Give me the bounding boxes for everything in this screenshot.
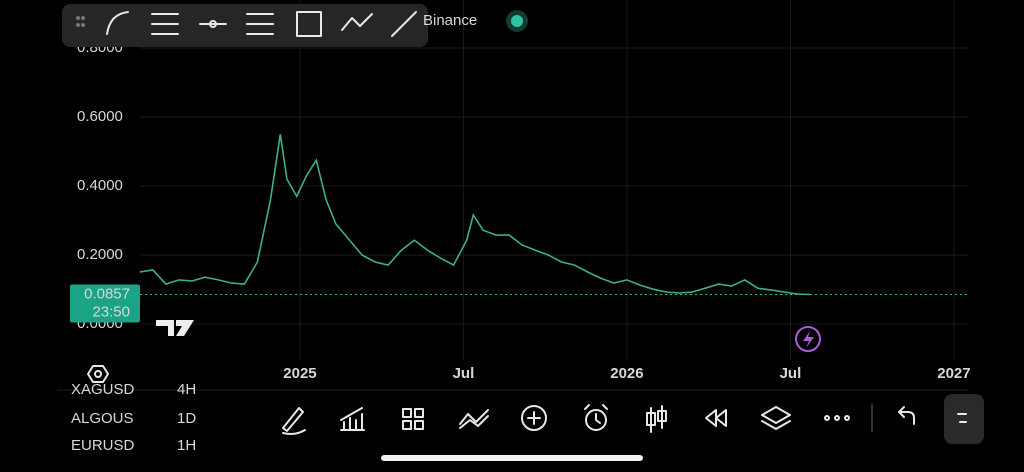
plot-layer [139,134,968,296]
x-tick-label: 2026 [610,365,643,382]
side-icon [957,413,967,423]
curve-tool[interactable] [106,11,129,35]
status-dot [511,15,523,27]
settings-button[interactable] [87,365,109,383]
layers-button[interactable] [761,406,791,430]
symbol-current[interactable]: ALGOUS [71,410,134,427]
indicators-button[interactable] [340,407,365,431]
price-line [139,134,811,296]
y-tick-label: 0.4000 [77,177,123,194]
home-indicator [381,455,643,461]
side-button[interactable] [944,394,984,444]
bottom-toolbar [282,404,915,435]
fib-tool[interactable] [246,13,274,35]
y-tick-label: 0.6000 [77,108,123,125]
horizontal-tool[interactable] [151,13,179,35]
last-price-label: 0.0857 [84,285,130,302]
settings-dot [94,370,102,378]
trend-tool[interactable] [391,11,417,37]
interval-next[interactable]: 1H [177,437,196,454]
interval-prev[interactable]: 4H [177,381,196,398]
last-price-box [70,284,140,323]
chart-type-button[interactable] [646,405,667,433]
x-tick-label: 2025 [283,365,316,382]
add-cross [527,411,541,425]
lightning-button[interactable] [795,326,821,352]
compare-button[interactable] [459,409,489,429]
more-dot[interactable] [824,415,830,421]
rect-tool[interactable] [296,11,322,37]
more-dot[interactable] [834,415,840,421]
layout-button[interactable] [402,408,424,430]
y-tick-label: 0.2000 [77,246,123,263]
alert-hands [584,404,608,424]
symbol-next[interactable]: EURUSD [71,437,135,454]
undo-button[interactable] [898,406,915,425]
exchange-name: Binance [423,12,477,29]
path-tool[interactable] [341,13,373,31]
x-tick-label: Jul [780,365,802,382]
lightning-icon [803,331,814,348]
tv-logo [156,320,194,336]
x-tick-label: 2027 [937,365,970,382]
more-dot[interactable] [844,415,850,421]
ray-point [209,20,217,28]
countdown-label: 23:50 [92,303,130,320]
interval-current[interactable]: 1D [177,410,196,427]
replay-button[interactable] [705,409,727,427]
x-tick-label: Jul [453,365,475,382]
toolbar-icons [76,11,417,37]
alert-button[interactable] [585,409,607,431]
symbol-prev[interactable]: XAGUSD [71,381,135,398]
drawing-toolbar [62,4,428,47]
add-button[interactable] [521,405,547,431]
grid-layer [140,0,968,360]
draw-button[interactable] [282,407,306,435]
